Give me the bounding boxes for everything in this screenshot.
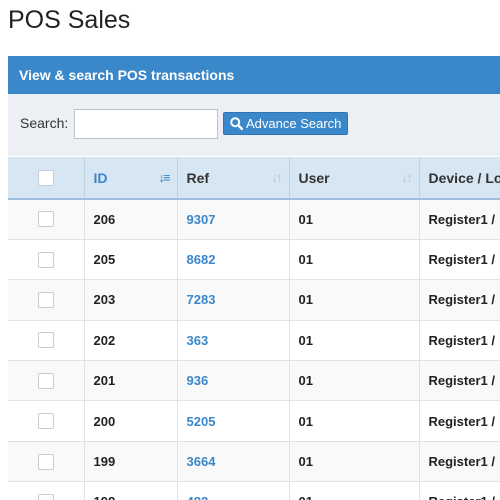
cell-ref: 363 bbox=[176, 320, 289, 362]
ref-link[interactable]: 936 bbox=[186, 373, 209, 389]
cell-user: 01 bbox=[288, 360, 419, 402]
table-row[interactable]: 202 363 01 Register1 / bbox=[8, 320, 500, 362]
cell-device: Register1 / bbox=[418, 279, 500, 321]
cell-device: Register1 / bbox=[418, 239, 500, 281]
cell-id: 202 bbox=[83, 320, 177, 362]
row-checkbox[interactable] bbox=[38, 332, 54, 349]
row-select-cell bbox=[8, 239, 84, 281]
table-row[interactable]: 205 8682 01 Register1 / bbox=[8, 239, 500, 281]
cell-ref: 8682 bbox=[176, 239, 289, 281]
row-checkbox[interactable] bbox=[38, 453, 54, 470]
cell-id: 199 bbox=[83, 441, 177, 483]
cell-device: Register1 / bbox=[418, 481, 500, 500]
sort-desc-icon: ↓≡ bbox=[158, 170, 170, 185]
table-row[interactable]: 200 5205 01 Register1 / bbox=[8, 400, 500, 442]
cell-user: 01 bbox=[288, 239, 419, 281]
cell-id: 198 bbox=[83, 481, 177, 500]
column-header-ref[interactable]: Ref ↓↑ bbox=[176, 157, 289, 200]
table-header-row: ID ↓≡ Ref ↓↑ User ↓↑ Device / Lo bbox=[8, 157, 500, 200]
row-select-cell bbox=[8, 481, 84, 500]
table-row[interactable]: 203 7283 01 Register1 / bbox=[8, 279, 500, 321]
select-all-header bbox=[8, 157, 84, 200]
cell-id: 201 bbox=[83, 360, 177, 402]
panel-title: View & search POS transactions bbox=[19, 67, 235, 83]
table-row[interactable]: 206 9307 01 Register1 / bbox=[8, 199, 500, 240]
cell-device: Register1 / bbox=[418, 400, 500, 442]
cell-user: 01 bbox=[288, 279, 419, 321]
cell-ref: 9307 bbox=[176, 199, 289, 240]
cell-device: Register1 / bbox=[418, 199, 500, 240]
column-header-device[interactable]: Device / Lo bbox=[418, 157, 500, 200]
cell-user: 01 bbox=[288, 400, 419, 442]
sort-both-icon: ↓↑ bbox=[271, 170, 283, 185]
cell-user: 01 bbox=[288, 441, 419, 483]
ref-link[interactable]: 5205 bbox=[186, 413, 216, 429]
cell-ref: 5205 bbox=[176, 400, 289, 442]
advance-search-button[interactable]: Advance Search bbox=[223, 112, 349, 135]
row-checkbox[interactable] bbox=[38, 211, 54, 228]
cell-ref: 3664 bbox=[176, 441, 289, 483]
sort-both-icon: ↓↑ bbox=[401, 170, 413, 185]
table-row[interactable]: 201 936 01 Register1 / bbox=[8, 360, 500, 402]
column-header-user[interactable]: User ↓↑ bbox=[288, 157, 419, 200]
row-select-cell bbox=[8, 441, 84, 483]
ref-link[interactable]: 8682 bbox=[186, 252, 216, 268]
cell-id: 203 bbox=[83, 279, 177, 321]
column-header-id[interactable]: ID ↓≡ bbox=[83, 157, 177, 200]
search-input[interactable] bbox=[74, 109, 218, 139]
row-checkbox[interactable] bbox=[38, 291, 54, 308]
transactions-table: ID ↓≡ Ref ↓↑ User ↓↑ Device / Lo 206 9307… bbox=[8, 157, 500, 500]
cell-ref: 936 bbox=[176, 360, 289, 402]
advance-search-label: Advance Search bbox=[246, 116, 342, 131]
row-select-cell bbox=[8, 199, 84, 240]
row-select-cell bbox=[8, 279, 84, 321]
cell-ref: 7283 bbox=[176, 279, 289, 321]
cell-user: 01 bbox=[288, 199, 419, 240]
table-body: 206 9307 01 Register1 /205 8682 01 Register1 /… bbox=[8, 199, 500, 500]
row-select-cell bbox=[8, 400, 84, 442]
cell-device: Register1 / bbox=[418, 441, 500, 483]
cell-id: 205 bbox=[83, 239, 177, 281]
cell-id: 206 bbox=[83, 199, 177, 240]
search-bar: Search: Advance Search bbox=[8, 94, 500, 156]
row-checkbox[interactable] bbox=[38, 372, 54, 389]
cell-ref: 482 bbox=[176, 481, 289, 500]
ref-link[interactable]: 482 bbox=[187, 494, 209, 500]
cell-device: Register1 / bbox=[418, 320, 500, 362]
cell-user: 01 bbox=[288, 481, 419, 500]
row-checkbox[interactable] bbox=[38, 493, 54, 500]
row-select-cell bbox=[8, 320, 84, 362]
ref-link[interactable]: 3664 bbox=[186, 454, 216, 470]
row-checkbox[interactable] bbox=[38, 413, 54, 430]
search-label: Search: bbox=[20, 115, 69, 131]
ref-link[interactable]: 363 bbox=[186, 332, 209, 348]
ref-link[interactable]: 7283 bbox=[186, 292, 216, 308]
page-title: POS Sales bbox=[8, 6, 131, 34]
row-select-cell bbox=[8, 360, 84, 402]
cell-user: 01 bbox=[288, 320, 419, 362]
cell-device: Register1 / bbox=[418, 360, 500, 402]
ref-link[interactable]: 9307 bbox=[186, 211, 216, 227]
panel-header: View & search POS transactions bbox=[8, 56, 500, 94]
cell-id: 200 bbox=[83, 400, 177, 442]
table-row[interactable]: 199 3664 01 Register1 / bbox=[8, 441, 500, 483]
row-checkbox[interactable] bbox=[38, 251, 54, 268]
select-all-checkbox[interactable] bbox=[38, 169, 54, 186]
search-icon bbox=[230, 117, 243, 130]
